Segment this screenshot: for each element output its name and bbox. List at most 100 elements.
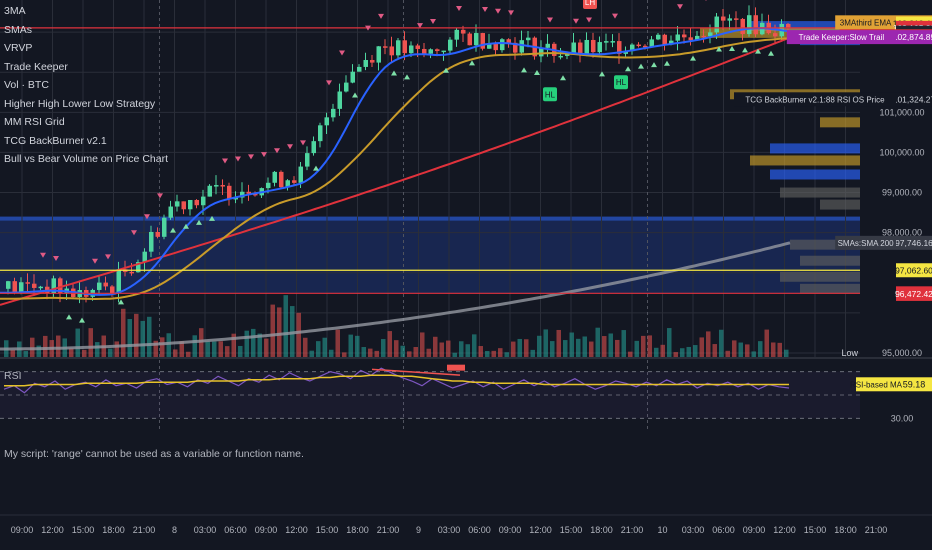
volume-bar [452, 352, 457, 357]
candle-body [370, 60, 375, 63]
indicator-trade-keeper[interactable]: Trade Keeper [4, 60, 68, 73]
volume-bar [160, 337, 165, 357]
volume-bar [764, 329, 769, 357]
volume-bar [758, 341, 763, 357]
buy-triangle-marker [443, 67, 449, 73]
indicator-vol-btc[interactable]: Vol · BTC [4, 79, 49, 91]
sma50-line [0, 36, 791, 306]
volume-bar [238, 345, 243, 357]
candle-body [142, 251, 147, 263]
volume-bar [69, 348, 74, 357]
indicator-tcg-backburner[interactable]: TCG BackBurner v2.1 [4, 134, 107, 147]
buy-triangle-marker [66, 314, 72, 320]
candle-body [747, 15, 752, 35]
volume-bar [602, 336, 607, 357]
sell-triangle-marker [339, 50, 345, 56]
candle-body [623, 51, 628, 54]
candle-body [441, 50, 446, 53]
sell-triangle-marker [300, 140, 306, 146]
volume-bar [43, 335, 48, 357]
volume-bar [693, 345, 698, 357]
volume-bar [680, 348, 685, 357]
lh-marker: LH [583, 0, 597, 10]
buy-triangle-marker [79, 317, 85, 323]
volume-bar [257, 333, 262, 357]
volume-profile-bar [770, 143, 860, 154]
volume-bar [251, 328, 256, 357]
sell-triangle-marker [157, 193, 163, 199]
candle-body [500, 39, 505, 51]
volume-bar [374, 350, 379, 357]
volume-bar [589, 341, 594, 357]
volume-bar [387, 331, 392, 357]
candle-body [578, 42, 583, 55]
rsi-ma-tag-bg [856, 377, 896, 392]
volume-bar [316, 341, 321, 357]
candle-body [435, 49, 440, 52]
candle-body [376, 46, 381, 63]
candle-body [545, 43, 550, 48]
rsi-ma-line [4, 374, 789, 387]
buy-triangle-marker [469, 60, 475, 66]
time-axis-tick: 06:00 [224, 525, 247, 535]
volume-bar [582, 336, 587, 357]
candle-body [506, 39, 511, 43]
indicator-bull-bear-volume[interactable]: Bull vs Bear Volume on Price Chart [4, 153, 168, 165]
volume-profile-bar [750, 155, 860, 166]
volume-bar [407, 351, 412, 357]
rsi-signal-marker [447, 364, 465, 371]
candle-body [597, 42, 602, 53]
candle-body [422, 48, 427, 54]
candle-body [285, 180, 290, 188]
candle-body [155, 231, 160, 237]
highlight-band [0, 216, 860, 294]
price-label-bg [896, 30, 932, 45]
candle-body [12, 281, 17, 292]
time-axis-tick: 12:00 [41, 525, 64, 535]
sell-triangle-marker [40, 252, 46, 258]
candle-body [350, 71, 355, 83]
indicator-vrvp[interactable]: VRVP [4, 42, 33, 54]
volume-bars [4, 295, 789, 357]
candle-body [643, 45, 648, 48]
rsi-pane-label[interactable]: RSI [4, 370, 22, 382]
volume-bar [784, 349, 789, 357]
candle-body [162, 217, 167, 237]
volume-bar [667, 328, 672, 357]
lh-marker-text: LH [585, 0, 595, 7]
price-tag-text: TCG BackBurner v2.1:88 RSI OS Price [745, 95, 885, 104]
volume-bar [751, 351, 756, 357]
candle-body [279, 171, 284, 188]
time-axis-tick: 21:00 [621, 525, 644, 535]
volume-bar [517, 338, 522, 357]
candle-body [253, 193, 258, 196]
volume-bar [550, 341, 555, 357]
volume-bar [303, 337, 308, 357]
indicator-mm-rsi-grid[interactable]: MM RSI Grid [4, 116, 65, 128]
candle-body [571, 42, 576, 54]
volume-bar [192, 335, 197, 357]
ema-blue-line [0, 27, 791, 296]
indicator-smas[interactable]: SMAs [4, 23, 33, 36]
volume-bar [563, 340, 568, 357]
volume-bar [647, 335, 652, 357]
buy-triangle-marker [729, 46, 735, 52]
lh-marker-bg [583, 0, 597, 10]
candle-body [591, 39, 596, 53]
volume-bar [296, 312, 301, 357]
price-axis-tick: 95,000.00 [882, 348, 922, 358]
volume-bar [426, 348, 431, 357]
price-label-text: 97,746.16 [895, 238, 932, 248]
volume-bar [459, 341, 464, 357]
candle-body [103, 282, 108, 287]
volume-bar [706, 331, 711, 357]
volume-bar [283, 295, 288, 357]
buy-triangle-marker [651, 62, 657, 68]
indicator-3ma[interactable]: 3MA [4, 5, 26, 17]
candle-body [194, 199, 199, 206]
volume-bar [686, 346, 691, 357]
volume-bar [498, 348, 503, 357]
time-axis-tick: 9 [416, 525, 421, 535]
indicator-hhll-strategy[interactable]: Higher High Lower Low Strategy [4, 97, 156, 110]
